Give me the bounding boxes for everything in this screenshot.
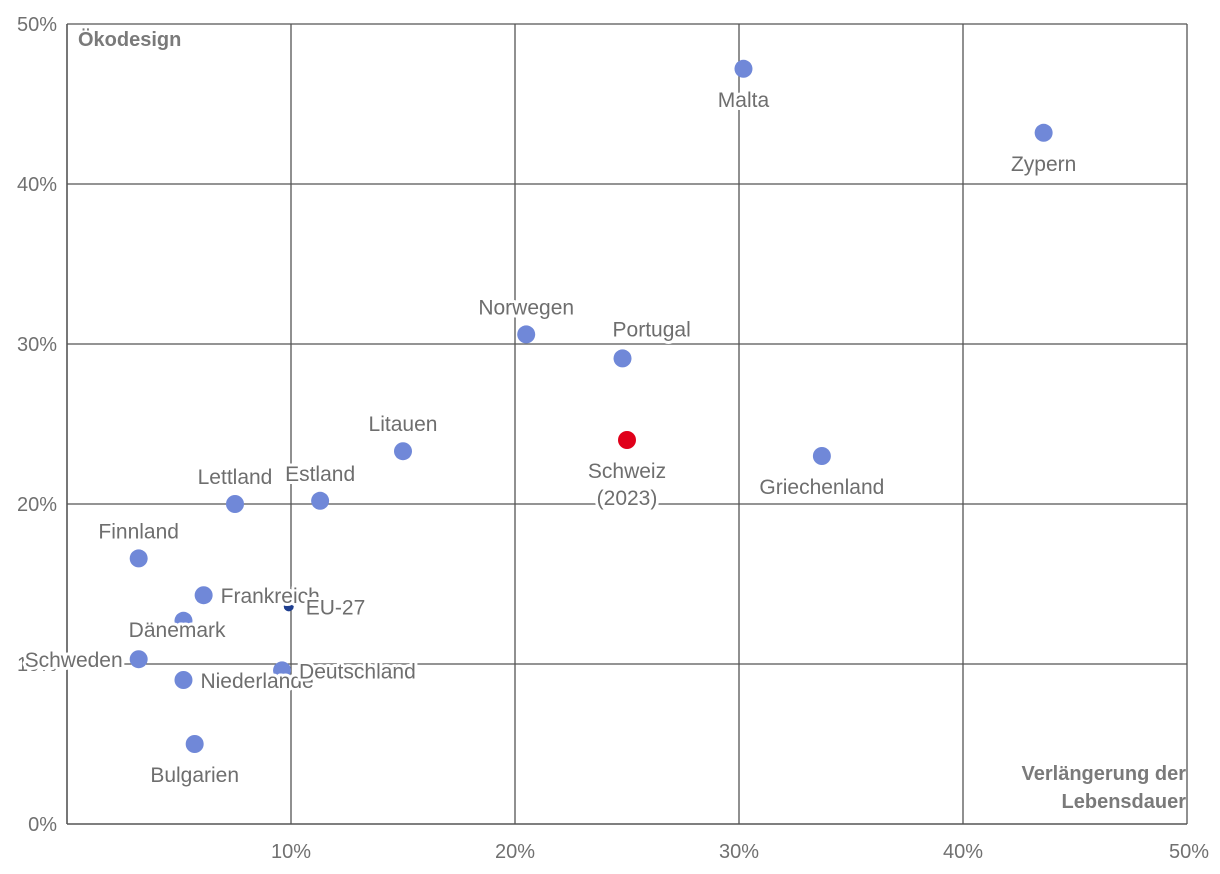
data-points	[129, 59, 1053, 753]
point-litauen	[394, 442, 412, 461]
label-eu-27: EU-27	[306, 596, 366, 619]
y-tick-label-50: 50%	[17, 14, 57, 36]
x-tick-label-40: 40%	[943, 841, 983, 863]
point-griechenland	[812, 447, 831, 465]
point-daenemark	[129, 650, 148, 669]
label-daenemark: Dänemark	[129, 619, 226, 642]
y-tick-label-30: 30%	[17, 334, 57, 356]
point-portugal	[613, 349, 632, 368]
point-estland	[311, 491, 330, 510]
label-deutschland: Deutschland	[299, 660, 416, 683]
point-lettland	[226, 495, 244, 513]
label-estland: Estland	[285, 463, 355, 486]
label-zypern: Zypern	[1011, 153, 1076, 176]
point-schweiz-2023	[618, 431, 636, 449]
label-bulgarien: Bulgarien	[150, 764, 239, 787]
label-lettland: Lettland	[198, 466, 273, 489]
y-axis-title: Ökodesign	[78, 28, 181, 51]
point-eu-27	[283, 601, 294, 612]
label-niederlande: Niederlande	[200, 670, 313, 693]
point-unlabeled-12	[174, 611, 193, 630]
point-niederlande	[174, 671, 193, 689]
point-bulgarien	[185, 735, 204, 753]
point-frankreich	[194, 586, 213, 605]
point-finnland	[129, 549, 148, 568]
x-tick-label-20: 20%	[495, 841, 535, 863]
label-frankreich: Frankreich	[221, 585, 320, 608]
grid-lines	[67, 23, 1188, 824]
point-norwegen	[517, 325, 536, 344]
y-tick-label-20: 20%	[17, 494, 57, 516]
label-schweden: Schweden	[25, 649, 123, 672]
point-zypern	[1034, 123, 1053, 142]
x-axis-title-line-1: Verlängerung der	[1022, 763, 1187, 785]
label-malta: Malta	[718, 89, 770, 112]
label-schweiz-2023: Schweiz (2023)	[588, 460, 666, 510]
label-finnland: Finnland	[98, 520, 179, 543]
x-tick-label-30: 30%	[719, 841, 759, 863]
data-labels: Malta Zypern Norwegen Portugal Schweiz (2023)…	[22, 86, 1080, 790]
x-tick-label-50: 50%	[1169, 841, 1209, 863]
label-litauen: Litauen	[369, 413, 438, 436]
axes	[66, 24, 1187, 825]
y-tick-label-10: 10%	[17, 654, 57, 676]
axis-titles: Ökodesign Verlängerung der Lebensdauer	[78, 28, 1186, 813]
label-griechenland: Griechenland	[759, 476, 884, 499]
y-tick-label-0: 0%	[28, 814, 57, 836]
y-tick-label-40: 40%	[17, 174, 57, 196]
x-tick-label-10: 10%	[271, 841, 311, 863]
label-norwegen: Norwegen	[478, 296, 574, 319]
point-malta	[734, 59, 753, 78]
point-deutschland	[273, 661, 292, 680]
x-axis-title-line-2: Lebensdauer	[1062, 791, 1187, 813]
label-portugal: Portugal	[613, 318, 691, 341]
tick-labels: 0% 10% 20% 30% 40% 50% 10% 20% 30% 40% 50%	[17, 14, 1209, 863]
